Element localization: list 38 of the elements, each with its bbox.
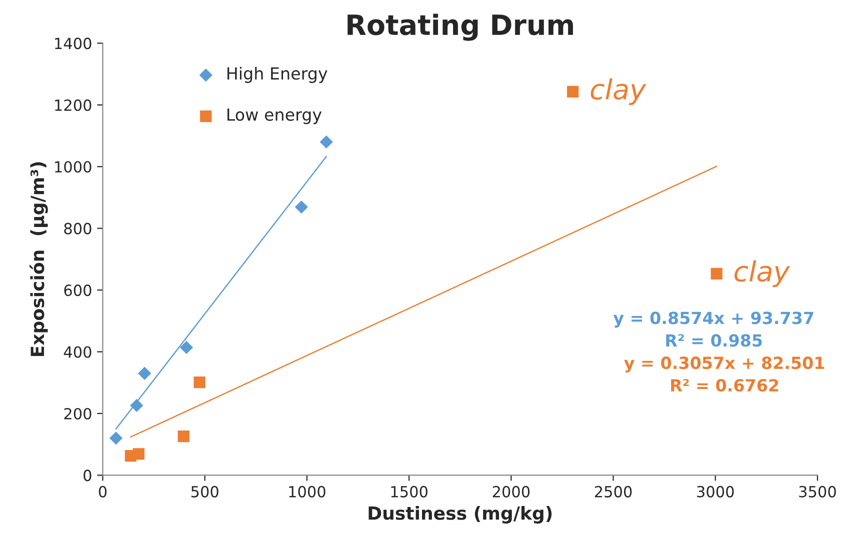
chart-title: Rotating Drum xyxy=(348,14,573,41)
point xyxy=(294,200,308,214)
x-tick-label: 3000 xyxy=(697,486,734,498)
x-tick-label: 500 xyxy=(191,486,218,498)
y-tick-label: 400 xyxy=(64,346,92,358)
annotation: R² = 0.985 xyxy=(666,334,762,347)
point xyxy=(109,432,123,445)
x-tick-label: 2000 xyxy=(492,486,530,498)
point xyxy=(567,86,579,98)
point xyxy=(130,398,144,412)
y-tick-label: 800 xyxy=(64,222,92,234)
annotation: y = 0.8574x + 93.737 xyxy=(613,312,814,328)
y-tick-label: 1400 xyxy=(55,38,92,50)
point xyxy=(320,135,333,149)
y-axis-title: Exposición (µg/m³) xyxy=(30,162,48,356)
point xyxy=(132,448,144,460)
x-axis-title: Dustiness (mg/kg) xyxy=(368,506,552,524)
x-tick-label: 1500 xyxy=(391,486,428,498)
x-tick-label: 3500 xyxy=(799,486,836,498)
annotation: y = 0.3057x + 82.501 xyxy=(624,356,824,373)
y-tick-label: 1200 xyxy=(55,99,92,111)
x-tick-label: 2500 xyxy=(594,486,632,498)
y-tick-label: 200 xyxy=(64,408,92,420)
legend-label: High Energy xyxy=(228,66,328,83)
x-tick-label: 0 xyxy=(98,486,107,498)
annotation: clay xyxy=(734,260,790,288)
y-tick-label: 600 xyxy=(64,284,92,296)
legend-label: Low energy xyxy=(228,108,322,124)
point xyxy=(180,340,194,354)
point xyxy=(710,268,722,280)
y-tick-label: 0 xyxy=(84,470,92,482)
annotation: R² = 0.6762 xyxy=(671,379,778,392)
annotation: clay xyxy=(590,78,646,106)
point xyxy=(194,376,206,388)
x-tick-label: 1000 xyxy=(289,486,326,498)
point xyxy=(138,366,152,380)
point xyxy=(178,430,190,442)
y-tick-label: 1000 xyxy=(55,161,92,173)
